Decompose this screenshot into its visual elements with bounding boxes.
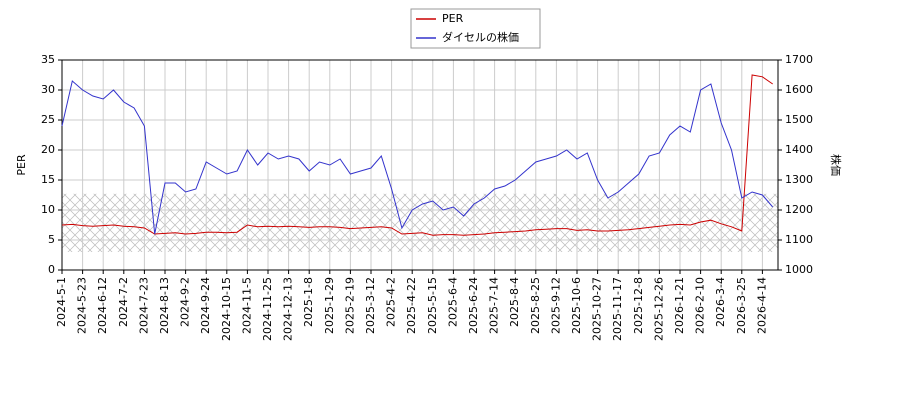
y-tick-label: 30 — [41, 83, 55, 96]
legend-label: PER — [442, 12, 464, 25]
x-tick-label: 2025-12-8 — [632, 277, 645, 334]
x-tick-label: 2025-4-2 — [385, 277, 398, 327]
y-tick-label: 25 — [41, 113, 55, 126]
x-tick-label: 2025-9-12 — [549, 277, 562, 334]
y2-tick-label: 1000 — [785, 263, 813, 276]
x-tick-label: 2025-2-19 — [343, 277, 356, 334]
x-tick-label: 2026-3-25 — [735, 277, 748, 334]
y-tick-label: 15 — [41, 173, 55, 186]
x-tick-label: 2025-10-6 — [570, 277, 583, 334]
x-tick-label: 2025-6-4 — [446, 277, 459, 327]
x-tick-label: 2024-7-23 — [137, 277, 150, 334]
x-tick-label: 2025-1-8 — [302, 277, 315, 327]
series-line — [61, 74, 773, 236]
y2-tick-label: 1700 — [785, 53, 813, 66]
y2-tick-label: 1500 — [785, 113, 813, 126]
plot-frame — [61, 59, 779, 271]
x-tick-label: 2024-6-12 — [96, 277, 109, 334]
x-tick-label: 2025-1-29 — [323, 277, 336, 334]
x-tick-label: 2024-9-24 — [199, 277, 212, 334]
x-tick-label: 2024-11-5 — [240, 277, 253, 334]
series-line — [61, 80, 774, 235]
y-axis-label: PER — [15, 154, 28, 176]
y2-tick-label: 1100 — [785, 233, 813, 246]
hatch-band — [62, 193, 778, 252]
x-tick-label: 2025-3-12 — [364, 277, 377, 334]
x-tick-label: 2025-8-25 — [529, 277, 542, 334]
x-tick-label: 2025-12-26 — [652, 277, 665, 341]
x-tick-label: 2024-5-23 — [76, 277, 89, 334]
y-tick-label: 20 — [41, 143, 55, 156]
x-tick-label: 2024-8-13 — [158, 277, 171, 334]
x-tick-label: 2024-12-13 — [282, 277, 295, 341]
y2-tick-label: 1300 — [785, 173, 813, 186]
x-tick-label: 2026-2-10 — [694, 277, 707, 334]
x-tick-label: 2026-4-14 — [755, 277, 768, 334]
legend-label: ダイセルの株価 — [442, 30, 519, 44]
x-tick-label: 2025-7-14 — [488, 277, 501, 334]
x-tick-label: 2024-10-15 — [220, 277, 233, 341]
x-tick-label: 2025-10-27 — [591, 277, 604, 341]
x-tick-label: 2025-11-17 — [611, 277, 624, 341]
x-tick-label: 2026-1-21 — [673, 277, 686, 334]
y2-tick-label: 1200 — [785, 203, 813, 216]
y2-tick-label: 1600 — [785, 83, 813, 96]
y-tick-label: 10 — [41, 203, 55, 216]
legend-box — [410, 8, 541, 49]
y-tick-label: 0 — [48, 263, 55, 276]
y2-axis-label: 株価 — [829, 154, 843, 176]
x-tick-label: 2024-5-1 — [55, 277, 68, 327]
x-tick-label: 2024-11-25 — [261, 277, 274, 341]
x-tick-label: 2025-8-4 — [508, 277, 521, 327]
x-tick-label: 2024-7-2 — [117, 277, 130, 327]
x-tick-label: 2024-9-2 — [179, 277, 192, 327]
x-tick-label: 2025-6-24 — [467, 277, 480, 334]
y2-tick-label: 1400 — [785, 143, 813, 156]
x-tick-label: 2025-5-15 — [426, 277, 439, 334]
x-tick-label: 2026-3-4 — [714, 277, 727, 327]
y-tick-label: 35 — [41, 53, 55, 66]
y-tick-label: 5 — [48, 233, 55, 246]
x-tick-label: 2025-4-22 — [405, 277, 418, 334]
